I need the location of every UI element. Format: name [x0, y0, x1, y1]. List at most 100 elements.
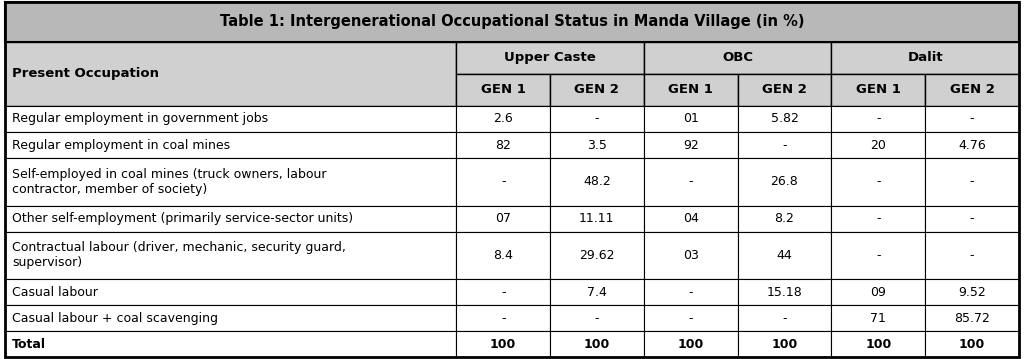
Bar	[550, 305, 644, 331]
Text: 85.72: 85.72	[954, 312, 990, 325]
Bar	[831, 232, 925, 279]
Bar	[644, 331, 737, 357]
Bar	[737, 232, 831, 279]
Text: 7.4: 7.4	[587, 286, 607, 299]
Text: -: -	[782, 139, 786, 151]
Bar	[831, 305, 925, 331]
Text: 15.18: 15.18	[767, 286, 803, 299]
Bar	[737, 106, 831, 132]
Text: GEN 2: GEN 2	[574, 83, 620, 96]
Bar	[925, 206, 1019, 232]
Bar	[737, 74, 831, 106]
Text: GEN 1: GEN 1	[856, 83, 901, 96]
Text: 48.2: 48.2	[583, 175, 610, 188]
Bar	[457, 74, 550, 106]
Text: -: -	[970, 175, 974, 188]
Text: 4.76: 4.76	[958, 139, 986, 151]
Text: -: -	[876, 112, 881, 126]
Text: Upper Caste: Upper Caste	[504, 51, 596, 64]
Text: Dalit: Dalit	[907, 51, 943, 64]
Bar	[5, 106, 457, 132]
Bar	[550, 106, 644, 132]
Text: -: -	[501, 312, 506, 325]
Bar	[925, 158, 1019, 206]
Text: GEN 2: GEN 2	[949, 83, 994, 96]
Bar	[831, 331, 925, 357]
Bar	[5, 279, 457, 305]
Bar	[550, 206, 644, 232]
Text: 26.8: 26.8	[771, 175, 799, 188]
Text: 3.5: 3.5	[587, 139, 607, 151]
Bar	[5, 132, 457, 158]
Bar	[644, 305, 737, 331]
Bar	[550, 158, 644, 206]
Text: GEN 2: GEN 2	[762, 83, 807, 96]
Bar	[831, 279, 925, 305]
Bar	[925, 232, 1019, 279]
Text: 82: 82	[496, 139, 511, 151]
Text: 01: 01	[683, 112, 698, 126]
Bar	[925, 279, 1019, 305]
Text: Casual labour + coal scavenging: Casual labour + coal scavenging	[12, 312, 218, 325]
Text: -: -	[876, 212, 881, 225]
Bar	[457, 132, 550, 158]
Text: 100: 100	[865, 338, 891, 351]
Text: Table 1: Intergenerational Occupational Status in Manda Village (in %): Table 1: Intergenerational Occupational …	[220, 14, 804, 29]
Text: 2.6: 2.6	[494, 112, 513, 126]
Bar	[925, 305, 1019, 331]
Text: -: -	[876, 249, 881, 262]
Text: 03: 03	[683, 249, 698, 262]
Text: Casual labour: Casual labour	[12, 286, 98, 299]
Text: 5.82: 5.82	[770, 112, 799, 126]
Text: 100: 100	[490, 338, 516, 351]
Bar	[737, 132, 831, 158]
Text: 07: 07	[496, 212, 511, 225]
Text: 100: 100	[584, 338, 610, 351]
Bar	[644, 206, 737, 232]
Bar	[457, 305, 550, 331]
Text: 100: 100	[678, 338, 703, 351]
Text: -: -	[501, 286, 506, 299]
Text: 92: 92	[683, 139, 698, 151]
Bar	[737, 305, 831, 331]
Bar	[5, 206, 457, 232]
Text: Regular employment in government jobs: Regular employment in government jobs	[12, 112, 268, 126]
Bar	[831, 132, 925, 158]
Bar	[457, 206, 550, 232]
Bar	[5, 158, 457, 206]
Text: 100: 100	[958, 338, 985, 351]
Bar	[644, 132, 737, 158]
Bar	[457, 106, 550, 132]
Text: -: -	[782, 312, 786, 325]
Bar	[5, 331, 457, 357]
Text: Present Occupation: Present Occupation	[12, 67, 160, 80]
Bar	[737, 331, 831, 357]
Bar	[457, 42, 644, 74]
Bar	[550, 331, 644, 357]
Text: GEN 1: GEN 1	[480, 83, 525, 96]
Text: 8.4: 8.4	[494, 249, 513, 262]
Bar	[550, 279, 644, 305]
Bar	[550, 74, 644, 106]
Bar	[831, 74, 925, 106]
Text: Regular employment in coal mines: Regular employment in coal mines	[12, 139, 230, 151]
Bar	[457, 158, 550, 206]
Bar	[5, 2, 1019, 42]
Text: 11.11: 11.11	[580, 212, 614, 225]
Text: 29.62: 29.62	[580, 249, 614, 262]
Bar	[457, 232, 550, 279]
Bar	[550, 232, 644, 279]
Bar	[550, 132, 644, 158]
Bar	[644, 158, 737, 206]
Bar	[457, 279, 550, 305]
Bar	[925, 106, 1019, 132]
Bar	[644, 106, 737, 132]
Bar	[5, 305, 457, 331]
Bar	[5, 232, 457, 279]
Text: -: -	[688, 312, 693, 325]
Bar	[644, 232, 737, 279]
Text: -: -	[688, 286, 693, 299]
Bar	[737, 206, 831, 232]
Text: 71: 71	[870, 312, 886, 325]
Bar	[831, 206, 925, 232]
